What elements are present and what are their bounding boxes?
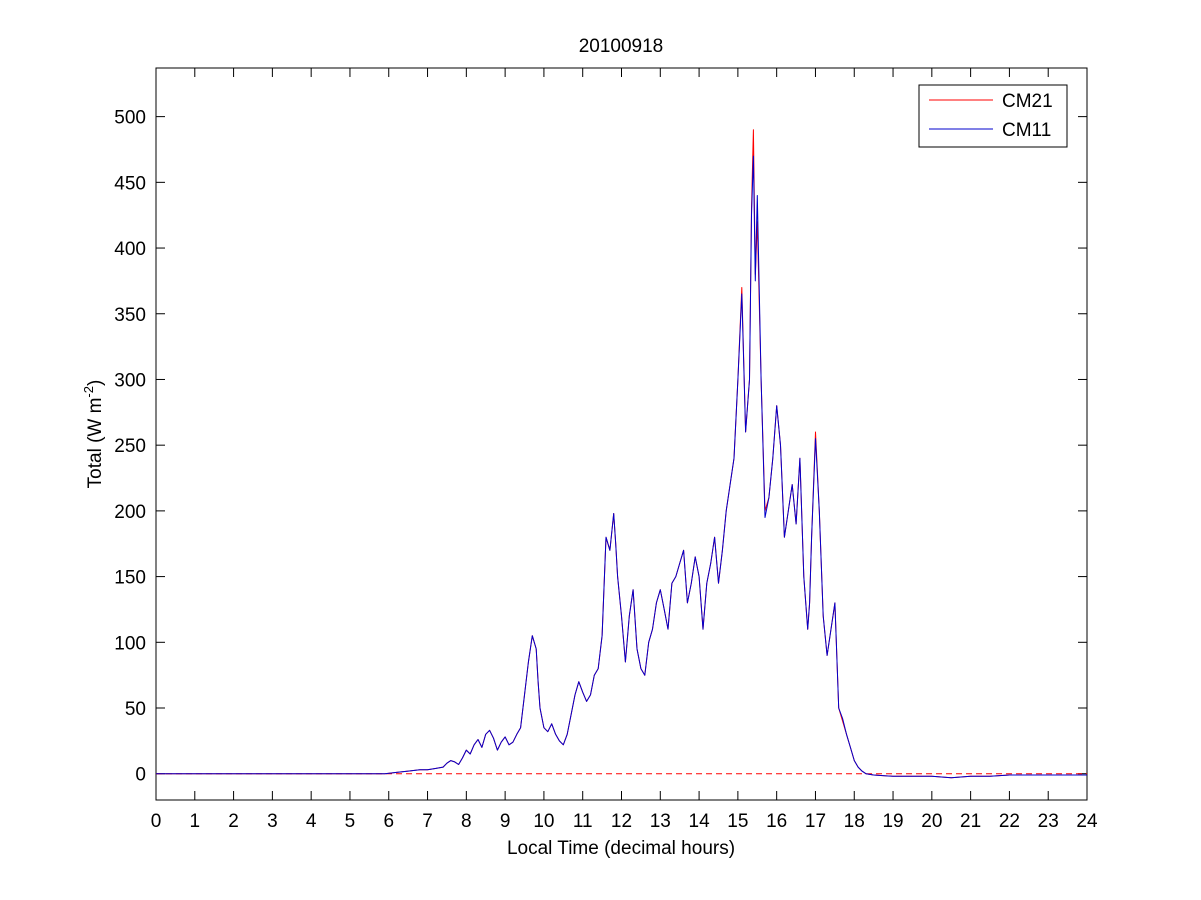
x-tick-label: 19 — [882, 811, 903, 832]
x-tick-label: 15 — [727, 811, 748, 832]
y-tick-label: 500 — [114, 108, 146, 129]
x-tick-label: 21 — [960, 811, 981, 832]
x-tick-label: 11 — [573, 811, 593, 832]
x-tick-label: 5 — [345, 811, 356, 832]
plot-area — [155, 67, 1088, 801]
x-tick-label: 13 — [650, 811, 671, 832]
y-tick-label: 200 — [114, 502, 146, 523]
legend-label-cm21: CM21 — [1002, 91, 1053, 112]
y-axis-label: Total (W m-2) — [81, 380, 106, 489]
legend-label-cm11: CM11 — [1002, 120, 1051, 141]
series-line-cm11 — [156, 155, 1087, 779]
y-tick-label: 350 — [114, 305, 146, 326]
x-tick-label: 8 — [461, 811, 472, 832]
chart-title: 20100918 — [579, 36, 664, 57]
x-tick-label: 20 — [921, 811, 942, 832]
x-tick-label: 24 — [1076, 811, 1098, 832]
y-tick-label: 250 — [114, 436, 146, 457]
y-tick-label: 400 — [114, 239, 146, 260]
x-tick-label: 14 — [689, 811, 711, 832]
x-tick-label: 23 — [1038, 811, 1059, 832]
x-tick-label: 0 — [151, 811, 162, 832]
x-tick-label: 22 — [999, 811, 1020, 832]
legend-box — [918, 84, 1068, 148]
x-tick-label: 17 — [805, 811, 826, 832]
x-tick-labels: 0 1 2 3 4 5 6 7 8 9 10 11 12 13 14 15 16 17 18 19 20 21 22 23 24 — [151, 811, 1098, 832]
x-tick-label: 10 — [533, 811, 554, 832]
y-tick-label: 100 — [114, 633, 146, 654]
series-lines — [156, 129, 1087, 779]
y-tick-label: 150 — [114, 568, 146, 589]
x-tick-label: 2 — [228, 811, 239, 832]
y-tick-label: 50 — [125, 699, 146, 720]
y-tick-label: 300 — [114, 370, 146, 391]
x-tick-label: 7 — [422, 811, 433, 832]
x-tick-label: 12 — [611, 811, 632, 832]
axis-ticks — [155, 68, 1088, 800]
y-tick-labels: 0 50 100 150 200 250 300 350 400 450 500 — [114, 108, 146, 786]
x-axis-label: Local Time (decimal hours) — [507, 838, 735, 859]
x-tick-label: 18 — [844, 811, 865, 832]
x-tick-label: 3 — [267, 811, 278, 832]
x-tick-label: 4 — [306, 811, 317, 832]
x-tick-label: 1 — [190, 811, 201, 832]
x-tick-label: 6 — [383, 811, 394, 832]
y-tick-label: 450 — [114, 173, 146, 194]
x-tick-label: 9 — [500, 811, 511, 832]
x-tick-label: 16 — [766, 811, 787, 832]
y-tick-label: 0 — [135, 765, 146, 786]
legend: CM21 CM11 — [918, 84, 1068, 148]
